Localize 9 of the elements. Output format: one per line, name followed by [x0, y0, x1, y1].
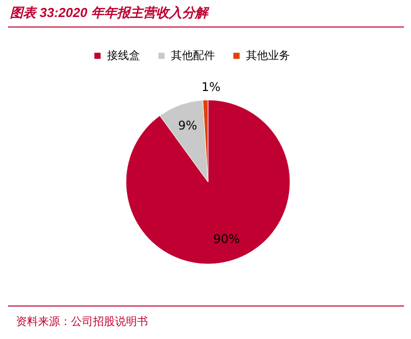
chart-title: 图表 33:2020 年年报主营收入分解	[10, 5, 210, 20]
data-label: 90%	[213, 232, 240, 246]
text: 资料来源：公司招股说明书	[16, 315, 148, 328]
data-label: 1%	[201, 80, 221, 94]
data-label: 9%	[178, 118, 198, 133]
legend-label: 其他配件	[171, 48, 215, 62]
legend-label: 接线盒	[107, 48, 140, 62]
pie-slice	[126, 100, 290, 264]
legend-label: 其他业务	[246, 48, 290, 62]
